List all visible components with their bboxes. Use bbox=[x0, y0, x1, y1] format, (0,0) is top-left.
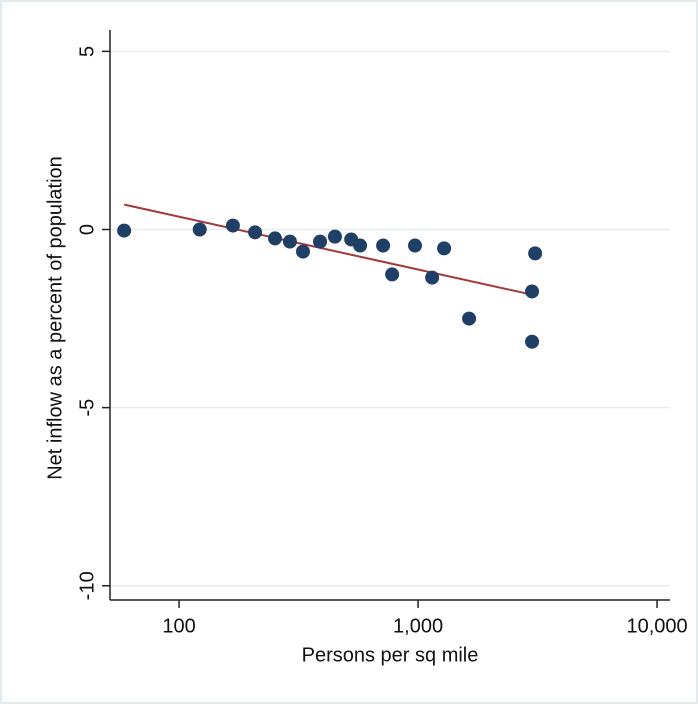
point bbox=[376, 238, 391, 253]
point bbox=[528, 246, 543, 261]
point bbox=[385, 267, 400, 282]
x-axis-label: Persons per sq mile bbox=[302, 644, 479, 666]
x-tick-label: 100 bbox=[162, 615, 195, 637]
point bbox=[117, 223, 132, 238]
point bbox=[425, 270, 440, 285]
y-tick-label: -5 bbox=[76, 399, 98, 417]
y-tick-label: 0 bbox=[76, 224, 98, 235]
point bbox=[295, 244, 310, 259]
point bbox=[437, 241, 452, 256]
point bbox=[462, 311, 477, 326]
point bbox=[282, 234, 297, 249]
y-tick-label: -10 bbox=[76, 571, 98, 600]
point bbox=[225, 218, 240, 233]
point bbox=[353, 238, 368, 253]
y-axis-label: Net inflow as a percent of population bbox=[44, 156, 66, 480]
point bbox=[192, 222, 207, 237]
point bbox=[248, 225, 263, 240]
y-tick-label: 5 bbox=[76, 46, 98, 57]
fit-line bbox=[123, 203, 533, 296]
x-tick-label: 1,000 bbox=[393, 615, 443, 637]
point bbox=[408, 238, 423, 253]
point bbox=[525, 284, 540, 299]
x-tick-label: 10,000 bbox=[626, 615, 687, 637]
point bbox=[313, 234, 328, 249]
point bbox=[268, 231, 283, 246]
point bbox=[327, 229, 342, 244]
point bbox=[525, 334, 540, 349]
